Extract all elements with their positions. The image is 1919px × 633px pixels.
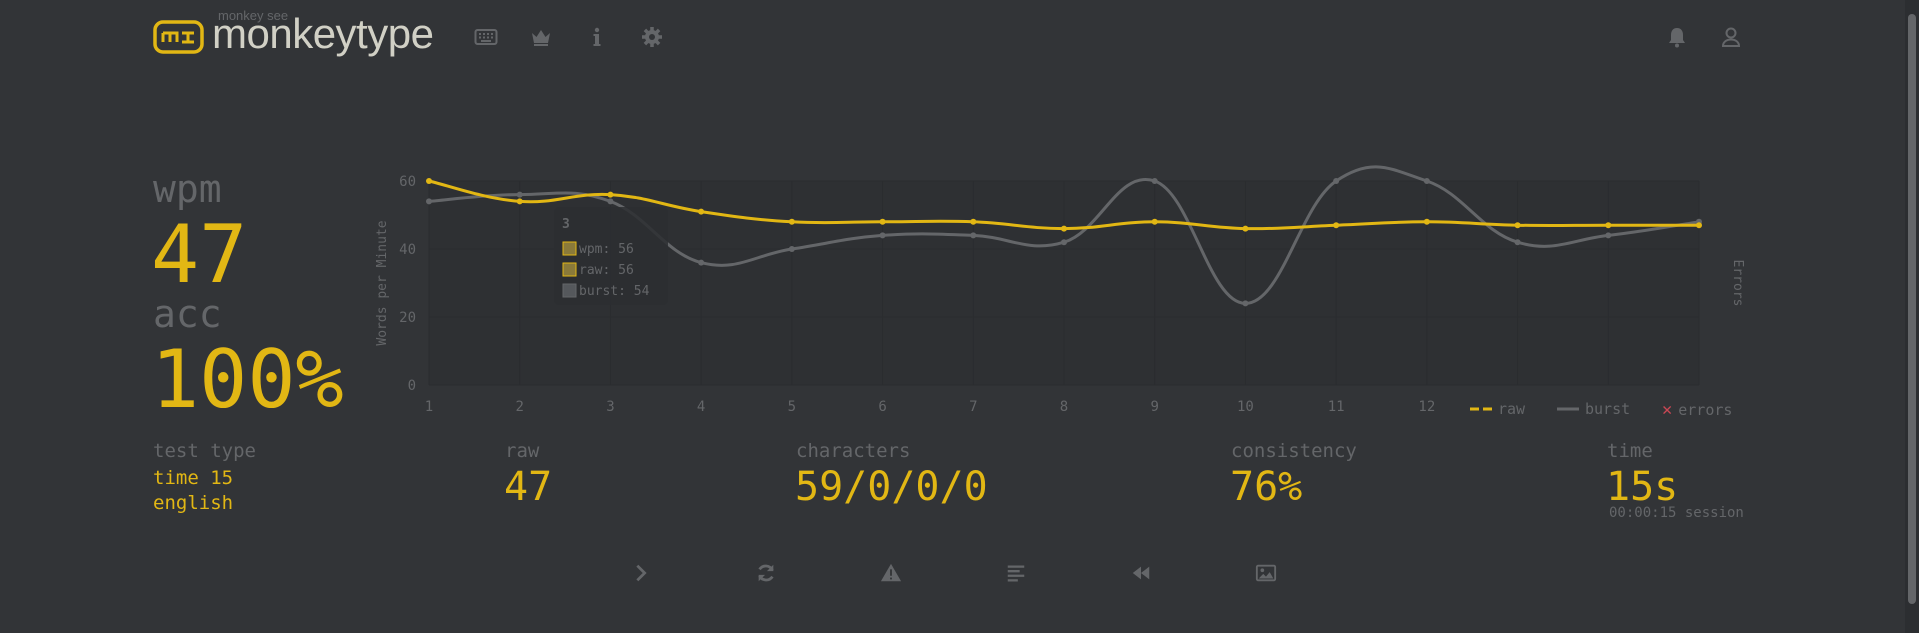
- legend-line-icon: [1557, 406, 1579, 412]
- scrollbar-thumb[interactable]: [1908, 14, 1916, 604]
- data-point-raw[interactable]: [970, 219, 976, 225]
- data-point-raw[interactable]: [1605, 222, 1611, 228]
- data-point-raw[interactable]: [698, 209, 704, 215]
- x-tick-label: 2: [515, 399, 523, 415]
- crown-icon[interactable]: [528, 24, 554, 50]
- data-point-burst[interactable]: [1424, 178, 1430, 184]
- data-point-burst[interactable]: [1333, 178, 1339, 184]
- replay-rewind-icon[interactable]: [1124, 558, 1158, 588]
- legend-errors-label: errors: [1678, 401, 1732, 419]
- x-tick-label: 10: [1237, 399, 1254, 415]
- data-point-raw[interactable]: [1696, 222, 1702, 228]
- chart-tooltip: 3 wpm: 56 raw: 56 burst: 54: [554, 207, 668, 305]
- legend-burst-label: burst: [1585, 400, 1630, 418]
- data-point-burst[interactable]: [1515, 239, 1521, 245]
- raw-value: 47: [504, 467, 552, 507]
- tooltip-item: raw: 56: [579, 263, 634, 278]
- x-tick-label: 5: [788, 399, 796, 415]
- screenshot-image-icon[interactable]: [1249, 558, 1283, 588]
- data-point-burst[interactable]: [1152, 178, 1158, 184]
- restart-icon[interactable]: [749, 558, 783, 588]
- account-user-icon[interactable]: [1718, 24, 1744, 50]
- time-value: 15s: [1606, 467, 1678, 507]
- tooltip-title: 3: [562, 217, 570, 232]
- legend-dashed-line-icon: [1470, 406, 1492, 412]
- y-axis-label: Words per Minute: [375, 220, 390, 345]
- data-point-raw[interactable]: [1424, 219, 1430, 225]
- wpm-value: 47: [151, 215, 247, 295]
- legend-raw-label: raw: [1498, 400, 1525, 418]
- data-point-burst[interactable]: [1605, 232, 1611, 238]
- data-point-burst[interactable]: [880, 232, 886, 238]
- info-icon[interactable]: [584, 24, 610, 50]
- acc-value: 100%: [151, 340, 344, 420]
- data-point-raw[interactable]: [1061, 226, 1067, 232]
- data-point-raw[interactable]: [1515, 222, 1521, 228]
- data-point-burst[interactable]: [517, 192, 523, 198]
- characters-label: characters: [796, 440, 910, 462]
- test-type-mode: time 15: [153, 467, 233, 489]
- data-point-burst[interactable]: [970, 232, 976, 238]
- y-tick-label: 20: [399, 310, 416, 326]
- time-label: time: [1607, 440, 1653, 462]
- consistency-value: 76%: [1230, 467, 1302, 507]
- data-point-raw[interactable]: [880, 219, 886, 225]
- tooltip-item: burst: 54: [579, 284, 650, 299]
- data-point-raw[interactable]: [426, 178, 432, 184]
- x-tick-label: 12: [1418, 399, 1435, 415]
- x-tick-label: 7: [969, 399, 977, 415]
- keyboard-icon[interactable]: [473, 24, 499, 50]
- time-session: 00:00:15 session: [1609, 505, 1744, 521]
- data-point-burst[interactable]: [1242, 300, 1248, 306]
- characters-value: 59/0/0/0: [795, 467, 988, 507]
- legend-cross-icon: ✕: [1662, 400, 1672, 420]
- data-point-raw[interactable]: [607, 192, 613, 198]
- data-point-raw[interactable]: [789, 219, 795, 225]
- monkeytype-logo-icon[interactable]: [153, 20, 204, 54]
- y-tick-label: 40: [399, 242, 416, 258]
- legend-raw[interactable]: raw: [1470, 400, 1525, 418]
- settings-gear-icon[interactable]: [639, 24, 665, 50]
- acc-label: acc: [153, 292, 222, 336]
- legend-burst[interactable]: burst: [1557, 400, 1630, 418]
- x-tick-label: 3: [606, 399, 614, 415]
- legend-errors[interactable]: ✕ errors: [1662, 400, 1732, 420]
- wpm-label: wpm: [153, 167, 222, 211]
- data-point-raw[interactable]: [1152, 219, 1158, 225]
- data-point-raw[interactable]: [1242, 226, 1248, 232]
- y-tick-label: 0: [408, 378, 416, 394]
- x-tick-label: 1: [425, 399, 433, 415]
- test-type-label: test type: [153, 440, 256, 462]
- data-point-burst[interactable]: [426, 198, 432, 204]
- words-history-icon[interactable]: [999, 558, 1033, 588]
- raw-label: raw: [505, 440, 539, 462]
- y-tick-label: 60: [399, 174, 416, 190]
- data-point-raw[interactable]: [517, 198, 523, 204]
- y2-axis-label: Errors: [1730, 260, 1745, 307]
- tooltip-item: wpm: 56: [579, 242, 634, 257]
- x-tick-label: 8: [1060, 399, 1068, 415]
- next-test-icon[interactable]: [624, 558, 658, 588]
- report-warning-icon[interactable]: [874, 558, 908, 588]
- test-type-language: english: [153, 492, 233, 514]
- x-tick-label: 6: [878, 399, 886, 415]
- x-tick-label: 9: [1150, 399, 1158, 415]
- data-point-burst[interactable]: [789, 246, 795, 252]
- data-point-burst[interactable]: [607, 198, 613, 204]
- data-point-burst[interactable]: [698, 260, 704, 266]
- notifications-bell-icon[interactable]: [1664, 24, 1690, 50]
- x-tick-label: 11: [1328, 399, 1345, 415]
- x-tick-label: 4: [697, 399, 705, 415]
- logo-text[interactable]: monkeytype: [212, 10, 433, 58]
- data-point-burst[interactable]: [1061, 239, 1067, 245]
- consistency-label: consistency: [1231, 440, 1357, 462]
- data-point-raw[interactable]: [1333, 222, 1339, 228]
